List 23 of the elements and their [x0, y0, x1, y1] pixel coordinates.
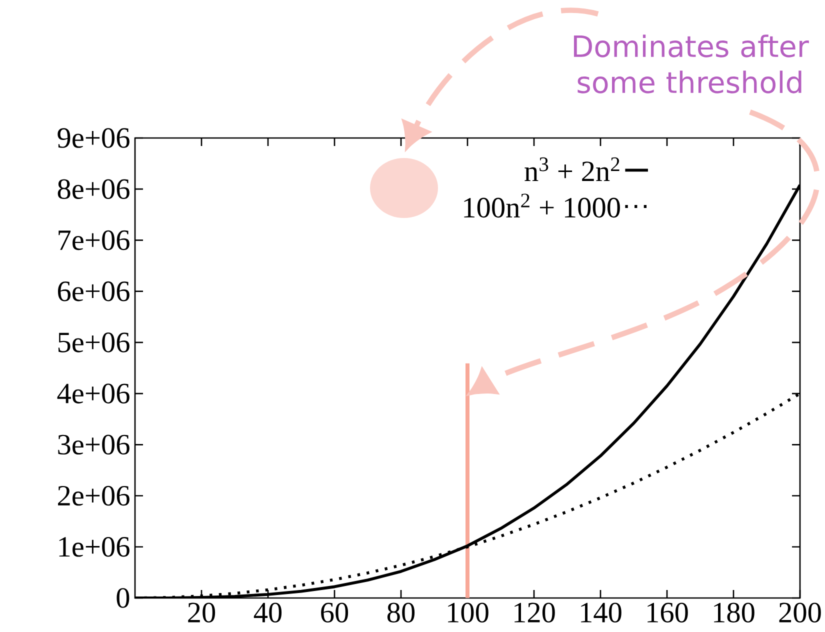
- x-tick-label: 160: [648, 602, 688, 622]
- y-tick-label: 5e+06: [58, 332, 130, 352]
- legend-label: 100n$^{2}$ + 1000: [464, 194, 620, 218]
- x-tick-label: 80: [387, 602, 415, 622]
- x-tick-label: 20: [188, 602, 216, 622]
- y-tick-label: 1e+06: [59, 536, 130, 557]
- y-tick-label: 4e+06: [57, 384, 130, 404]
- legend-label: n$^{3}$ + 2n$^{2}$: [524, 157, 620, 182]
- y-tick-label: 2e+06: [58, 486, 130, 506]
- text: Dominates after some threshold: [574, 34, 809, 94]
- x-tick-label: 40: [254, 602, 282, 622]
- y-tick-label: 9e+06: [58, 128, 130, 148]
- x-tick-label: 200: [779, 602, 821, 622]
- y-tick-label: 7e+06: [58, 230, 130, 250]
- x-tick-label: 140: [581, 602, 622, 622]
- x-tick-label: 180: [714, 602, 754, 622]
- x-tick-label: 120: [514, 602, 555, 622]
- y-tick-label: 6e+06: [58, 281, 130, 302]
- x-tick-label: 60: [321, 602, 348, 622]
- y-tick-label: 8e+06: [58, 179, 130, 200]
- y-tick-label: 0: [116, 588, 130, 608]
- y-tick-label: 3e+06: [58, 434, 130, 455]
- x-tick-label: 100: [448, 602, 488, 622]
